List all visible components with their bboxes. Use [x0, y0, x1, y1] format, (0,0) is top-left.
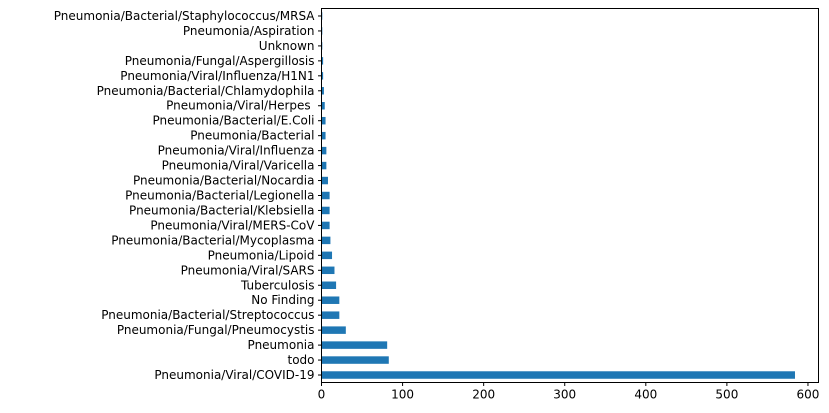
y-tick-label: Tuberculosis — [240, 278, 315, 292]
x-tick-label: 0 — [318, 387, 326, 401]
bar — [321, 281, 337, 289]
y-tick-label: Pneumonia/Viral/COVID-19 — [154, 368, 314, 382]
y-tick-label: Pneumonia/Fungal/Aspergillosis — [125, 54, 315, 68]
y-tick-label: Pneumonia/Lipoid — [208, 248, 315, 262]
x-tick-label: 500 — [715, 387, 738, 401]
y-tick-label: No Finding — [251, 293, 314, 307]
x-tick-label: 400 — [634, 387, 657, 401]
x-tick-label: 100 — [391, 387, 414, 401]
y-tick-label: Pneumonia/Fungal/Pneumocystis — [117, 323, 315, 337]
y-tick-label: Pneumonia/Viral/SARS — [181, 263, 315, 277]
bar — [321, 72, 324, 80]
y-tick-label: Pneumonia/Bacterial/Legionella — [125, 189, 314, 203]
bar — [321, 251, 333, 260]
y-tick-label: Pneumonia/Bacterial/Staphylococcus/MRSA — [54, 9, 315, 23]
bars-group — [321, 12, 795, 379]
bar — [321, 356, 389, 364]
bar — [321, 131, 326, 140]
x-tick-label: 200 — [472, 387, 495, 401]
bar — [321, 371, 795, 379]
plot-frame — [321, 8, 819, 383]
bar — [321, 341, 388, 349]
bar — [321, 311, 340, 319]
bar — [321, 116, 326, 125]
y-tick-label: todo — [287, 353, 314, 367]
bar — [321, 57, 324, 65]
y-tick-label: Pneumonia/Bacterial/Chlamydophila — [97, 84, 315, 98]
y-tick-label: Pneumonia/Bacterial/E.Coli — [152, 114, 314, 128]
bar — [321, 191, 330, 200]
y-tick-label: Pneumonia/Viral/Influenza/H1N1 — [120, 69, 314, 83]
bar — [321, 102, 325, 110]
bar — [321, 146, 327, 155]
x-axis-ticks: 0 100 200 300 400 500 600 — [318, 382, 820, 401]
bar — [321, 236, 331, 245]
y-tick-label: Pneumonia/Bacterial/Mycoplasma — [111, 233, 314, 247]
y-tick-label: Pneumonia/Bacterial — [190, 129, 314, 143]
y-axis-ticks: Pneumonia/Viral/COVID-19todoPneumoniaPne… — [54, 9, 322, 382]
y-tick-label: Pneumonia — [248, 338, 315, 352]
bar — [321, 87, 324, 95]
y-tick-label: Unknown — [259, 39, 315, 53]
bar — [321, 326, 346, 334]
y-tick-label: Pneumonia/Viral/MERS-CoV — [150, 218, 315, 232]
y-tick-label: Pneumonia/Bacterial/Nocardia — [133, 174, 315, 188]
bar — [321, 161, 327, 170]
y-tick-label: Pneumonia/Viral/Herpes — [166, 99, 314, 113]
bar — [321, 221, 330, 230]
y-tick-label: Pneumonia/Aspiration — [183, 24, 315, 38]
bar — [321, 266, 335, 275]
y-tick-label: Pneumonia/Bacterial/Streptococcus — [101, 308, 314, 322]
y-tick-label: Pneumonia/Viral/Varicella — [162, 159, 315, 173]
y-tick-label: Pneumonia/Viral/Influenza — [158, 144, 315, 158]
x-tick-label: 300 — [553, 387, 576, 401]
bar — [321, 296, 340, 304]
bar — [321, 206, 330, 215]
bar — [321, 176, 328, 185]
x-tick-label: 600 — [797, 387, 820, 401]
y-tick-label: Pneumonia/Bacterial/Klebsiella — [129, 203, 314, 217]
